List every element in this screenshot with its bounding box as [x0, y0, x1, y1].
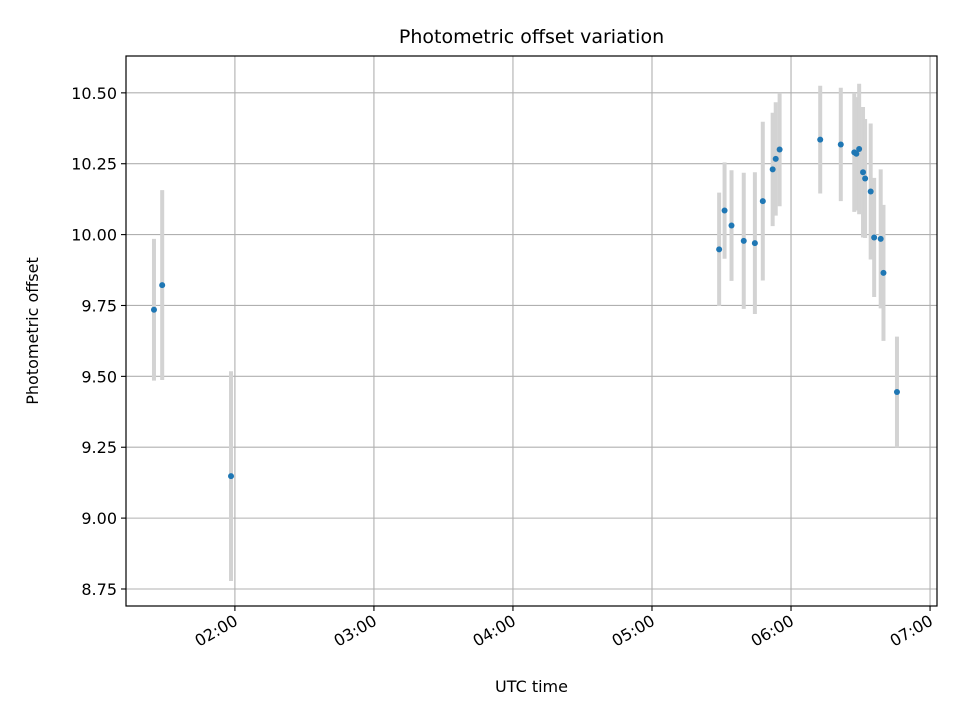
y-axis-ticks: 8.75 9.00 9.25 9.50 9.75 10.00 10.25 10.50	[71, 84, 126, 599]
data-point	[740, 237, 747, 244]
y-tick-label: 10.00	[71, 226, 117, 245]
data-point	[867, 188, 874, 195]
y-tick-label: 9.75	[81, 296, 117, 315]
data-point	[862, 175, 869, 182]
data-point	[877, 235, 884, 242]
data-point	[893, 388, 900, 395]
data-point	[776, 146, 783, 153]
y-tick-label: 10.50	[71, 84, 117, 103]
y-tick-label: 10.25	[71, 155, 117, 174]
grid	[126, 56, 937, 606]
data-point	[751, 240, 758, 247]
y-tick-label: 9.00	[81, 509, 117, 528]
chart-title: Photometric offset variation	[399, 26, 664, 48]
data-point	[772, 155, 779, 162]
data-point	[716, 246, 723, 253]
data-point	[228, 473, 235, 480]
plot-frame	[125, 55, 938, 607]
data-point	[880, 269, 887, 276]
data-point	[150, 306, 157, 313]
data-point	[769, 166, 776, 173]
data-point	[837, 141, 844, 148]
y-tick-label: 9.25	[81, 438, 117, 457]
data-point	[853, 150, 860, 157]
data-point	[860, 169, 867, 176]
data-point	[721, 207, 728, 214]
data-point	[817, 136, 824, 143]
y-axis-label: Photometric offset	[23, 257, 42, 405]
data-point	[159, 282, 166, 289]
data-point	[871, 234, 878, 241]
data-point	[856, 145, 863, 152]
data-point	[728, 222, 735, 229]
data-point	[759, 198, 766, 205]
y-tick-label: 9.50	[81, 367, 117, 386]
y-tick-label: 8.75	[81, 580, 117, 599]
x-axis-label: UTC time	[495, 677, 568, 696]
data-points	[150, 136, 900, 480]
